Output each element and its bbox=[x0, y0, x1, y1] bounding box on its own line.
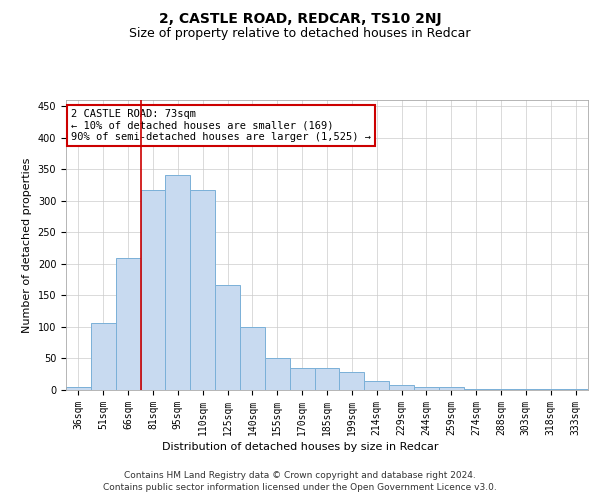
Bar bbox=[66, 387, 91, 390]
Bar bbox=[364, 380, 389, 390]
Text: Size of property relative to detached houses in Redcar: Size of property relative to detached ho… bbox=[129, 28, 471, 40]
Bar bbox=[190, 190, 215, 390]
Bar bbox=[314, 368, 340, 390]
Text: Contains public sector information licensed under the Open Government Licence v3: Contains public sector information licen… bbox=[103, 484, 497, 492]
Text: 2, CASTLE ROAD, REDCAR, TS10 2NJ: 2, CASTLE ROAD, REDCAR, TS10 2NJ bbox=[158, 12, 442, 26]
Bar bbox=[414, 387, 439, 390]
Bar bbox=[265, 358, 290, 390]
Text: Contains HM Land Registry data © Crown copyright and database right 2024.: Contains HM Land Registry data © Crown c… bbox=[124, 471, 476, 480]
Bar bbox=[166, 175, 190, 390]
Bar bbox=[290, 368, 314, 390]
Bar bbox=[389, 385, 414, 390]
Bar bbox=[91, 322, 116, 390]
Text: Distribution of detached houses by size in Redcar: Distribution of detached houses by size … bbox=[162, 442, 438, 452]
Bar bbox=[240, 327, 265, 390]
Bar bbox=[340, 372, 364, 390]
Text: 2 CASTLE ROAD: 73sqm
← 10% of detached houses are smaller (169)
90% of semi-deta: 2 CASTLE ROAD: 73sqm ← 10% of detached h… bbox=[71, 108, 371, 142]
Bar bbox=[215, 284, 240, 390]
Bar bbox=[439, 387, 464, 390]
Y-axis label: Number of detached properties: Number of detached properties bbox=[22, 158, 32, 332]
Bar bbox=[116, 258, 140, 390]
Bar bbox=[140, 190, 166, 390]
Bar bbox=[464, 388, 488, 390]
